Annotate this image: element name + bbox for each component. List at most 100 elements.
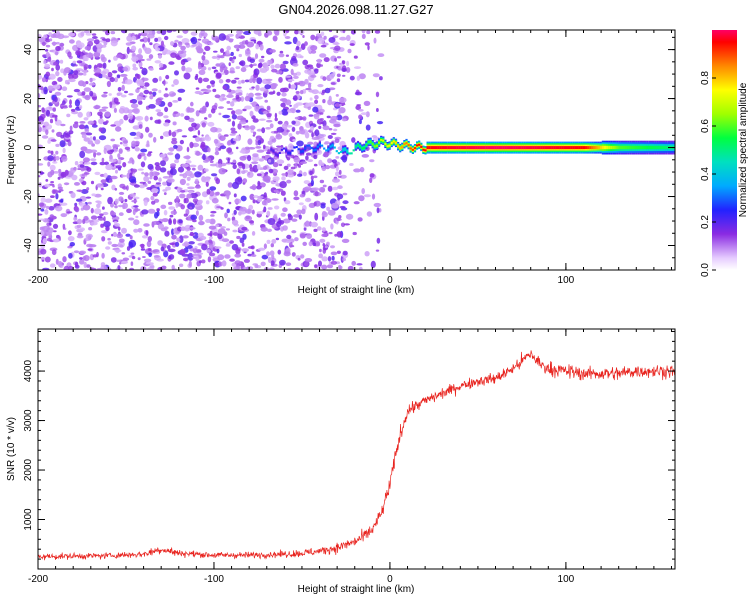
noise-speckle — [236, 86, 242, 89]
noise-speckle — [100, 179, 107, 184]
noise-speckle — [66, 211, 73, 214]
noise-speckle — [133, 108, 140, 114]
noise-speckle — [256, 173, 262, 177]
noise-speckle — [236, 235, 241, 240]
noise-speckle — [102, 62, 107, 69]
noise-speckle — [145, 230, 149, 237]
noise-speckle — [81, 189, 89, 194]
noise-speckle — [358, 119, 362, 125]
noise-speckle — [137, 257, 141, 261]
noise-speckle — [310, 125, 314, 131]
noise-speckle — [239, 155, 247, 161]
noise-speckle — [96, 47, 102, 54]
noise-speckle — [251, 231, 256, 236]
noise-speckle — [171, 131, 177, 138]
noise-speckle — [48, 73, 56, 80]
noise-speckle — [113, 221, 118, 225]
noise-speckle — [154, 119, 161, 124]
noise-speckle — [281, 173, 287, 176]
noise-speckle — [327, 158, 333, 164]
noise-speckle — [265, 171, 269, 175]
noise-speckle — [242, 108, 247, 112]
noise-speckle — [369, 177, 373, 183]
noise-speckle — [149, 151, 153, 154]
noise-speckle — [38, 105, 41, 108]
noise-speckle — [73, 216, 78, 221]
noise-speckle — [339, 174, 347, 179]
noise-speckle — [126, 246, 131, 251]
noise-speckle — [236, 48, 240, 52]
noise-speckle — [247, 253, 253, 257]
noise-speckle — [40, 256, 45, 261]
noise-speckle — [261, 254, 269, 260]
noise-speckle — [147, 248, 152, 251]
noise-speckle — [237, 80, 242, 85]
noise-speckle — [197, 164, 204, 171]
noise-speckle — [217, 228, 226, 235]
noise-speckle — [310, 34, 316, 41]
noise-speckle — [114, 249, 122, 253]
noise-speckle — [190, 101, 194, 107]
noise-speckle — [339, 36, 347, 41]
noise-speckle — [314, 129, 320, 136]
noise-speckle — [270, 243, 274, 248]
spectrogram-ylabel: Frequency (Hz) — [6, 116, 17, 185]
noise-speckle — [104, 111, 111, 117]
noise-speckle — [113, 97, 119, 104]
carrier-cell — [420, 145, 423, 148]
noise-speckle — [218, 79, 224, 84]
noise-speckle — [91, 143, 95, 147]
carrier-cell — [348, 152, 351, 155]
noise-speckle — [121, 227, 127, 234]
carrier-cell — [285, 149, 288, 152]
noise-speckle — [183, 257, 189, 262]
noise-speckle — [332, 159, 337, 164]
noise-speckle — [323, 57, 330, 63]
noise-speckle — [286, 129, 290, 133]
noise-speckle — [246, 171, 254, 178]
noise-speckle — [269, 250, 275, 256]
noise-speckle — [215, 191, 220, 196]
noise-speckle — [133, 228, 139, 233]
noise-speckle — [342, 200, 349, 205]
noise-speckle — [103, 220, 111, 228]
noise-speckle — [234, 253, 242, 258]
carrier-cell — [314, 148, 317, 151]
noise-speckle — [238, 61, 244, 66]
noise-speckle — [44, 63, 50, 68]
carrier-cell — [428, 146, 431, 150]
noise-speckle — [352, 231, 357, 236]
noise-speckle — [299, 233, 306, 239]
noise-speckle — [44, 256, 51, 263]
carrier-cell — [443, 146, 446, 150]
noise-speckle — [336, 56, 342, 59]
noise-speckle — [287, 267, 292, 270]
noise-speckle — [356, 75, 361, 81]
noise-speckle — [118, 158, 122, 165]
noise-speckle — [244, 39, 249, 45]
noise-speckle — [110, 203, 114, 208]
noise-speckle — [91, 124, 98, 128]
noise-speckle — [76, 224, 82, 228]
noise-speckle — [90, 180, 95, 185]
noise-speckle — [153, 136, 157, 143]
noise-speckle — [231, 79, 237, 84]
noise-speckle — [319, 112, 324, 115]
noise-speckle — [312, 106, 319, 113]
noise-speckle — [105, 120, 109, 124]
noise-speckle — [361, 188, 366, 195]
noise-speckle — [296, 209, 303, 215]
noise-speckle — [156, 30, 162, 34]
carrier-cell — [399, 147, 402, 150]
carrier-cell — [367, 141, 370, 144]
noise-speckle — [227, 157, 230, 164]
noise-speckle — [100, 54, 105, 61]
noise-speckle — [68, 74, 74, 80]
noise-speckle — [107, 241, 112, 245]
noise-speckle — [120, 94, 127, 98]
noise-speckle — [177, 88, 186, 93]
noise-speckle — [48, 206, 55, 211]
noise-speckle — [129, 235, 133, 240]
noise-speckle — [108, 93, 112, 96]
noise-speckle — [296, 140, 304, 147]
